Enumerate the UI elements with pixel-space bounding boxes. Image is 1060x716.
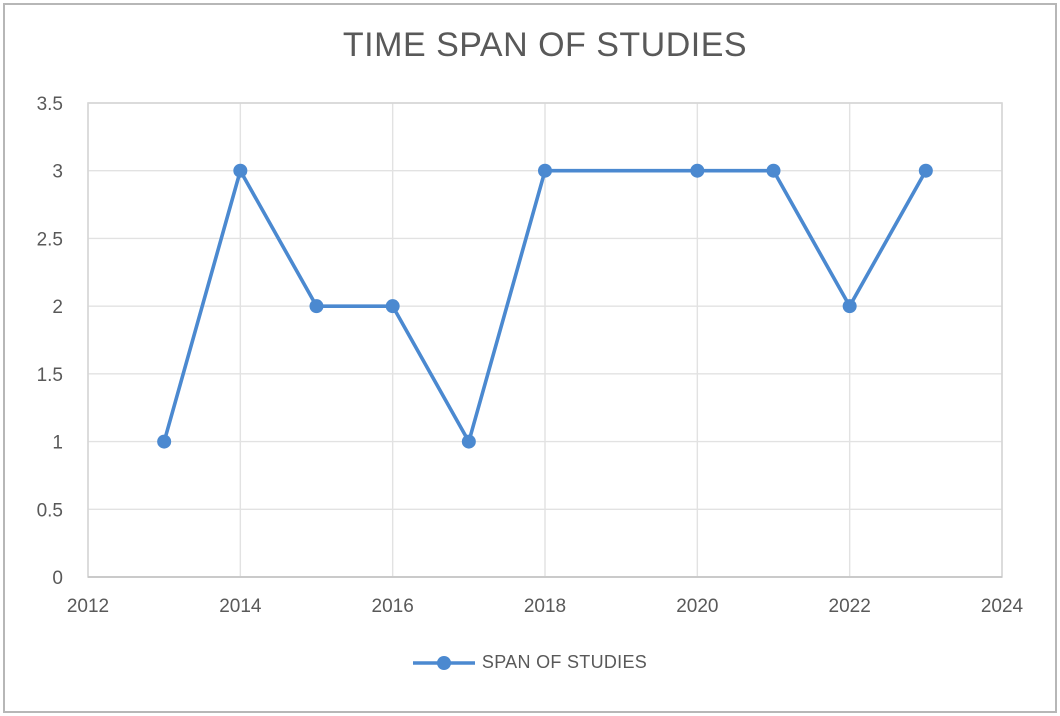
- series-group: [157, 163, 933, 449]
- x-axis-tick-label: 2016: [372, 596, 414, 617]
- x-axis-tick-label: 2014: [219, 596, 262, 617]
- gridlines-group: [87, 102, 1003, 578]
- data-point-marker: [233, 163, 248, 178]
- data-point-marker: [309, 299, 324, 314]
- data-point-marker: [538, 163, 552, 178]
- data-point-marker: [157, 434, 172, 449]
- y-axis-tick-label: 2: [52, 297, 63, 318]
- data-point-marker: [385, 299, 400, 314]
- y-axis-tick-label: 1: [52, 433, 63, 454]
- data-point-marker: [918, 163, 933, 178]
- x-axis-tick-label: 2024: [981, 596, 1024, 617]
- x-axis-tick-labels: 2012 2014 2016 2018 2020 2022 2024: [67, 596, 1024, 617]
- legend-line-marker-icon: [412, 655, 475, 670]
- legend-label: SPAN OF STUDIES: [481, 652, 648, 672]
- series-line: [162, 168, 928, 444]
- x-axis-tick-label: 2012: [67, 596, 109, 617]
- data-point-marker: [461, 434, 476, 449]
- y-axis-tick-label: 0.5: [37, 500, 63, 521]
- chart-title: TIME SPAN OF STUDIES: [342, 26, 748, 64]
- y-axis-tick-labels: 0 0.5 1 1.5 2 2.5 3 3.5: [37, 94, 63, 589]
- y-axis-tick-label: 1.5: [37, 365, 63, 386]
- y-axis-tick-label: 3.5: [37, 94, 63, 115]
- data-point-marker: [690, 163, 705, 178]
- y-axis-tick-label: 0: [52, 568, 63, 589]
- x-axis-tick-label: 2020: [676, 596, 718, 617]
- x-axis-tick-label: 2022: [829, 596, 871, 617]
- y-axis-tick-label: 2.5: [37, 229, 63, 250]
- data-point-marker: [766, 163, 781, 178]
- y-axis-tick-label: 3: [52, 162, 63, 183]
- data-point-marker: [842, 299, 857, 314]
- x-axis-tick-label: 2018: [524, 596, 566, 617]
- legend: SPAN OF STUDIES: [0, 652, 1060, 673]
